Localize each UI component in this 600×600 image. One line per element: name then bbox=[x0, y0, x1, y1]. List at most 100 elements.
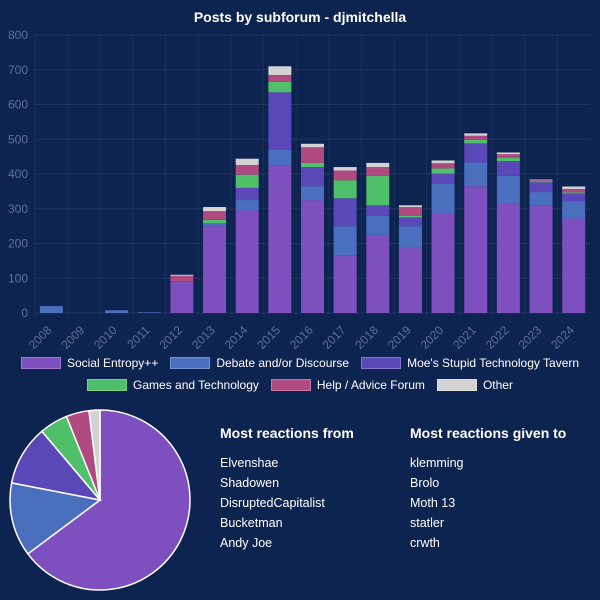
bar-segment bbox=[203, 207, 227, 212]
legend-swatch bbox=[20, 357, 61, 369]
x-tick-label: 2017 bbox=[320, 323, 349, 350]
bar-segment bbox=[105, 310, 129, 313]
bar-segment bbox=[464, 139, 488, 144]
bar-segment bbox=[562, 201, 586, 219]
x-tick-label: 2016 bbox=[287, 323, 316, 350]
reactions-to-panel: Most reactions given to klemming Brolo M… bbox=[410, 425, 595, 553]
legend-item[interactable]: Social Entropy++ bbox=[20, 355, 159, 371]
bar-segment bbox=[464, 162, 488, 187]
bar-segment bbox=[235, 187, 259, 201]
reactions-to-item: klemming bbox=[410, 456, 464, 470]
bar-segment bbox=[301, 162, 324, 168]
bar-segment bbox=[529, 182, 553, 193]
legend-item[interactable]: Help / Advice Forum bbox=[270, 377, 425, 393]
bar-segment bbox=[464, 186, 488, 313]
bar-segment bbox=[137, 312, 161, 313]
x-tick-label: 2019 bbox=[385, 323, 414, 350]
bar-segment bbox=[398, 226, 422, 247]
x-tick-label: 2020 bbox=[418, 323, 447, 350]
bar-segment bbox=[562, 186, 586, 189]
bar-segment bbox=[203, 223, 227, 227]
legend-label: Social Entropy++ bbox=[66, 356, 159, 370]
x-tick-label: 2008 bbox=[26, 323, 55, 350]
bar-segment bbox=[529, 205, 553, 313]
bar-segment bbox=[333, 226, 357, 256]
bar-segment bbox=[496, 157, 520, 162]
bar-segment bbox=[301, 167, 324, 187]
bar-segment bbox=[464, 143, 488, 163]
y-tick-label: 600 bbox=[8, 98, 28, 112]
bar-segment bbox=[431, 173, 455, 184]
bar-segment bbox=[301, 143, 324, 148]
bar-segment bbox=[39, 306, 63, 313]
bar-segment bbox=[235, 210, 259, 313]
bar-segment bbox=[268, 74, 292, 82]
bar-segment bbox=[170, 281, 194, 282]
bar-segment bbox=[333, 167, 357, 171]
reactions-from-item: Shadowen bbox=[220, 476, 280, 490]
bar-segment bbox=[398, 246, 422, 313]
bar-segment bbox=[431, 213, 455, 313]
reactions-to-item: Brolo bbox=[410, 476, 440, 490]
y-tick-label: 500 bbox=[8, 132, 28, 146]
bar-segment bbox=[431, 163, 455, 169]
legend-label: Help / Advice Forum bbox=[316, 378, 425, 392]
bar-segment bbox=[562, 192, 586, 194]
pie-slice bbox=[26, 409, 191, 591]
bar-segment bbox=[496, 203, 520, 313]
bar-segment bbox=[562, 218, 586, 313]
pie-chart bbox=[9, 409, 191, 591]
bar-segment bbox=[235, 164, 259, 175]
legend-swatch bbox=[170, 357, 211, 369]
legend-label: Moe's Stupid Technology Tavern bbox=[407, 356, 580, 370]
bar-segment bbox=[366, 234, 390, 313]
y-tick-label: 300 bbox=[8, 202, 28, 216]
bar-segment bbox=[203, 211, 227, 220]
y-tick-label: 800 bbox=[8, 28, 28, 42]
x-tick-label: 2018 bbox=[352, 323, 381, 350]
bar-segment bbox=[496, 154, 520, 158]
bar-segment bbox=[431, 160, 455, 164]
bar-segment bbox=[529, 179, 553, 181]
legend-item[interactable]: Debate and/or Discourse bbox=[170, 355, 349, 371]
x-tick-label: 2015 bbox=[254, 323, 283, 350]
reactions-to-item: crwth bbox=[410, 536, 440, 550]
chart-title: Posts by subforum - djmitchella bbox=[194, 9, 407, 25]
legend-item[interactable]: Moe's Stupid Technology Tavern bbox=[361, 355, 579, 371]
reactions-from-title: Most reactions from bbox=[220, 425, 354, 441]
x-tick-label: 2010 bbox=[91, 323, 120, 350]
bar-segment bbox=[268, 92, 292, 150]
bar-segment bbox=[464, 135, 488, 140]
bar-segment bbox=[170, 275, 194, 282]
reactions-from-item: DisruptedCapitalist bbox=[220, 496, 325, 510]
reactions-from-item: Bucketman bbox=[220, 516, 283, 530]
bar-segment bbox=[301, 200, 324, 313]
bar-segment bbox=[366, 205, 390, 216]
bar-segment bbox=[529, 181, 553, 183]
bar-segment bbox=[268, 165, 292, 313]
bar-segment bbox=[333, 198, 357, 227]
bar-segment bbox=[366, 175, 390, 206]
bar-segment bbox=[496, 152, 520, 155]
bar-segment bbox=[170, 274, 194, 276]
bar-segment bbox=[301, 186, 324, 201]
x-tick-label: 2009 bbox=[58, 323, 87, 350]
chart-legend: Social Entropy++ Debate and/or Discourse M… bbox=[0, 352, 600, 396]
reactions-to-item: statler bbox=[410, 516, 445, 530]
bar-segment bbox=[301, 147, 324, 163]
x-tick-label: 2012 bbox=[156, 323, 185, 350]
bar-segment bbox=[333, 180, 357, 199]
reactions-from-item: Elvenshae bbox=[220, 456, 279, 470]
bar-segment bbox=[333, 255, 357, 313]
bar-segment bbox=[203, 219, 227, 224]
bar-segment bbox=[268, 81, 292, 93]
legend-item[interactable]: Other bbox=[436, 377, 513, 393]
bar-segment bbox=[529, 192, 553, 206]
bar-segment bbox=[268, 66, 292, 75]
bar-segment bbox=[235, 158, 259, 165]
y-tick-label: 0 bbox=[21, 306, 28, 320]
x-tick-label: 2021 bbox=[450, 323, 479, 350]
reactions-to-title: Most reactions given to bbox=[410, 425, 567, 441]
legend-item[interactable]: Games and Technology bbox=[87, 377, 259, 393]
legend-label: Debate and/or Discourse bbox=[216, 356, 350, 370]
